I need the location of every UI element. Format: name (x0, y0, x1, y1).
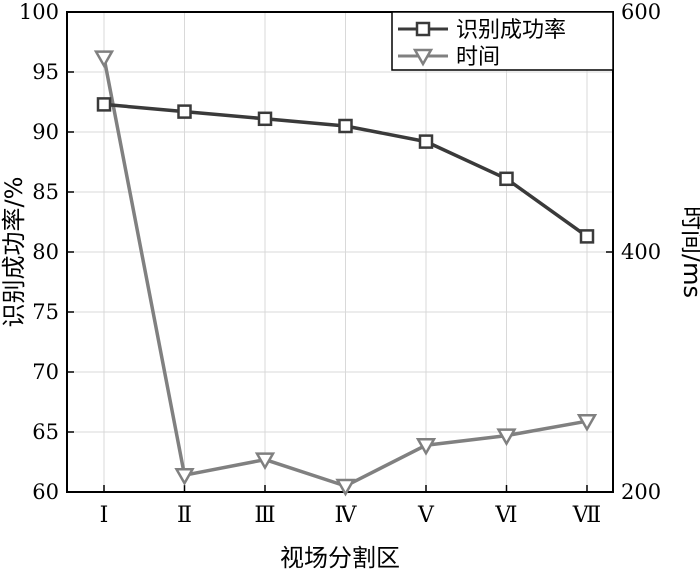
data-point-time (174, 467, 195, 486)
y2-tick-label: 600 (621, 0, 661, 24)
data-point-success-rate (177, 104, 192, 119)
data-point-time (93, 50, 115, 69)
x-axis-label: 视场分割区 (280, 544, 400, 572)
y-tick-label: 70 (32, 360, 59, 384)
data-point-success-rate (96, 97, 112, 112)
data-point-success-rate (257, 111, 273, 127)
x-tick-label: Ⅰ (100, 503, 109, 528)
y-tick-label: 90 (32, 120, 59, 144)
y-tick-label: 85 (32, 180, 59, 204)
x-tick-label: Ⅴ (417, 503, 435, 528)
axis-ticks: Ⅰ Ⅱ Ⅲ Ⅳ Ⅴ Ⅵ Ⅶ 60 65 70 75 80 85 90 95 100 200 400 600 (19, 0, 661, 528)
data-point-time (496, 428, 517, 447)
data-point-success-rate (338, 118, 353, 134)
y2-tick-label: 400 (621, 240, 661, 264)
y2-axis-label: 时间/ms (678, 206, 700, 298)
y2-tick-label: 200 (621, 480, 661, 504)
legend-box (391, 11, 614, 71)
legend-marker-square (415, 21, 431, 37)
data-point-success-rate (579, 229, 595, 244)
x-tick-label: Ⅳ (335, 503, 358, 528)
y-tick-label: 100 (19, 0, 59, 24)
y-tick-label: 75 (32, 300, 59, 324)
legend-label-time: 时间 (456, 45, 500, 70)
legend-marker-triangle (412, 48, 434, 67)
x-tick-label: Ⅱ (177, 503, 192, 528)
data-point-time (335, 478, 356, 497)
data-point-time (254, 452, 276, 471)
x-tick-label: Ⅲ (254, 503, 275, 528)
x-tick-label: Ⅶ (572, 503, 601, 528)
x-tick-label: Ⅵ (494, 503, 517, 528)
y-tick-label: 80 (32, 240, 59, 264)
y-tick-label: 60 (32, 480, 59, 504)
legend-label-success-rate: 识别成功率 (456, 18, 566, 43)
y-axis-label: 识别成功率/% (0, 177, 28, 328)
legend: 识别成功率 时间 (391, 11, 614, 71)
grid-lines (67, 11, 613, 493)
y-tick-label: 95 (32, 60, 59, 84)
series-layer (93, 50, 598, 497)
y-tick-label: 65 (32, 420, 59, 444)
data-point-success-rate (418, 134, 434, 149)
data-point-time (576, 413, 598, 432)
data-point-time (415, 437, 437, 456)
data-point-success-rate (499, 171, 514, 187)
